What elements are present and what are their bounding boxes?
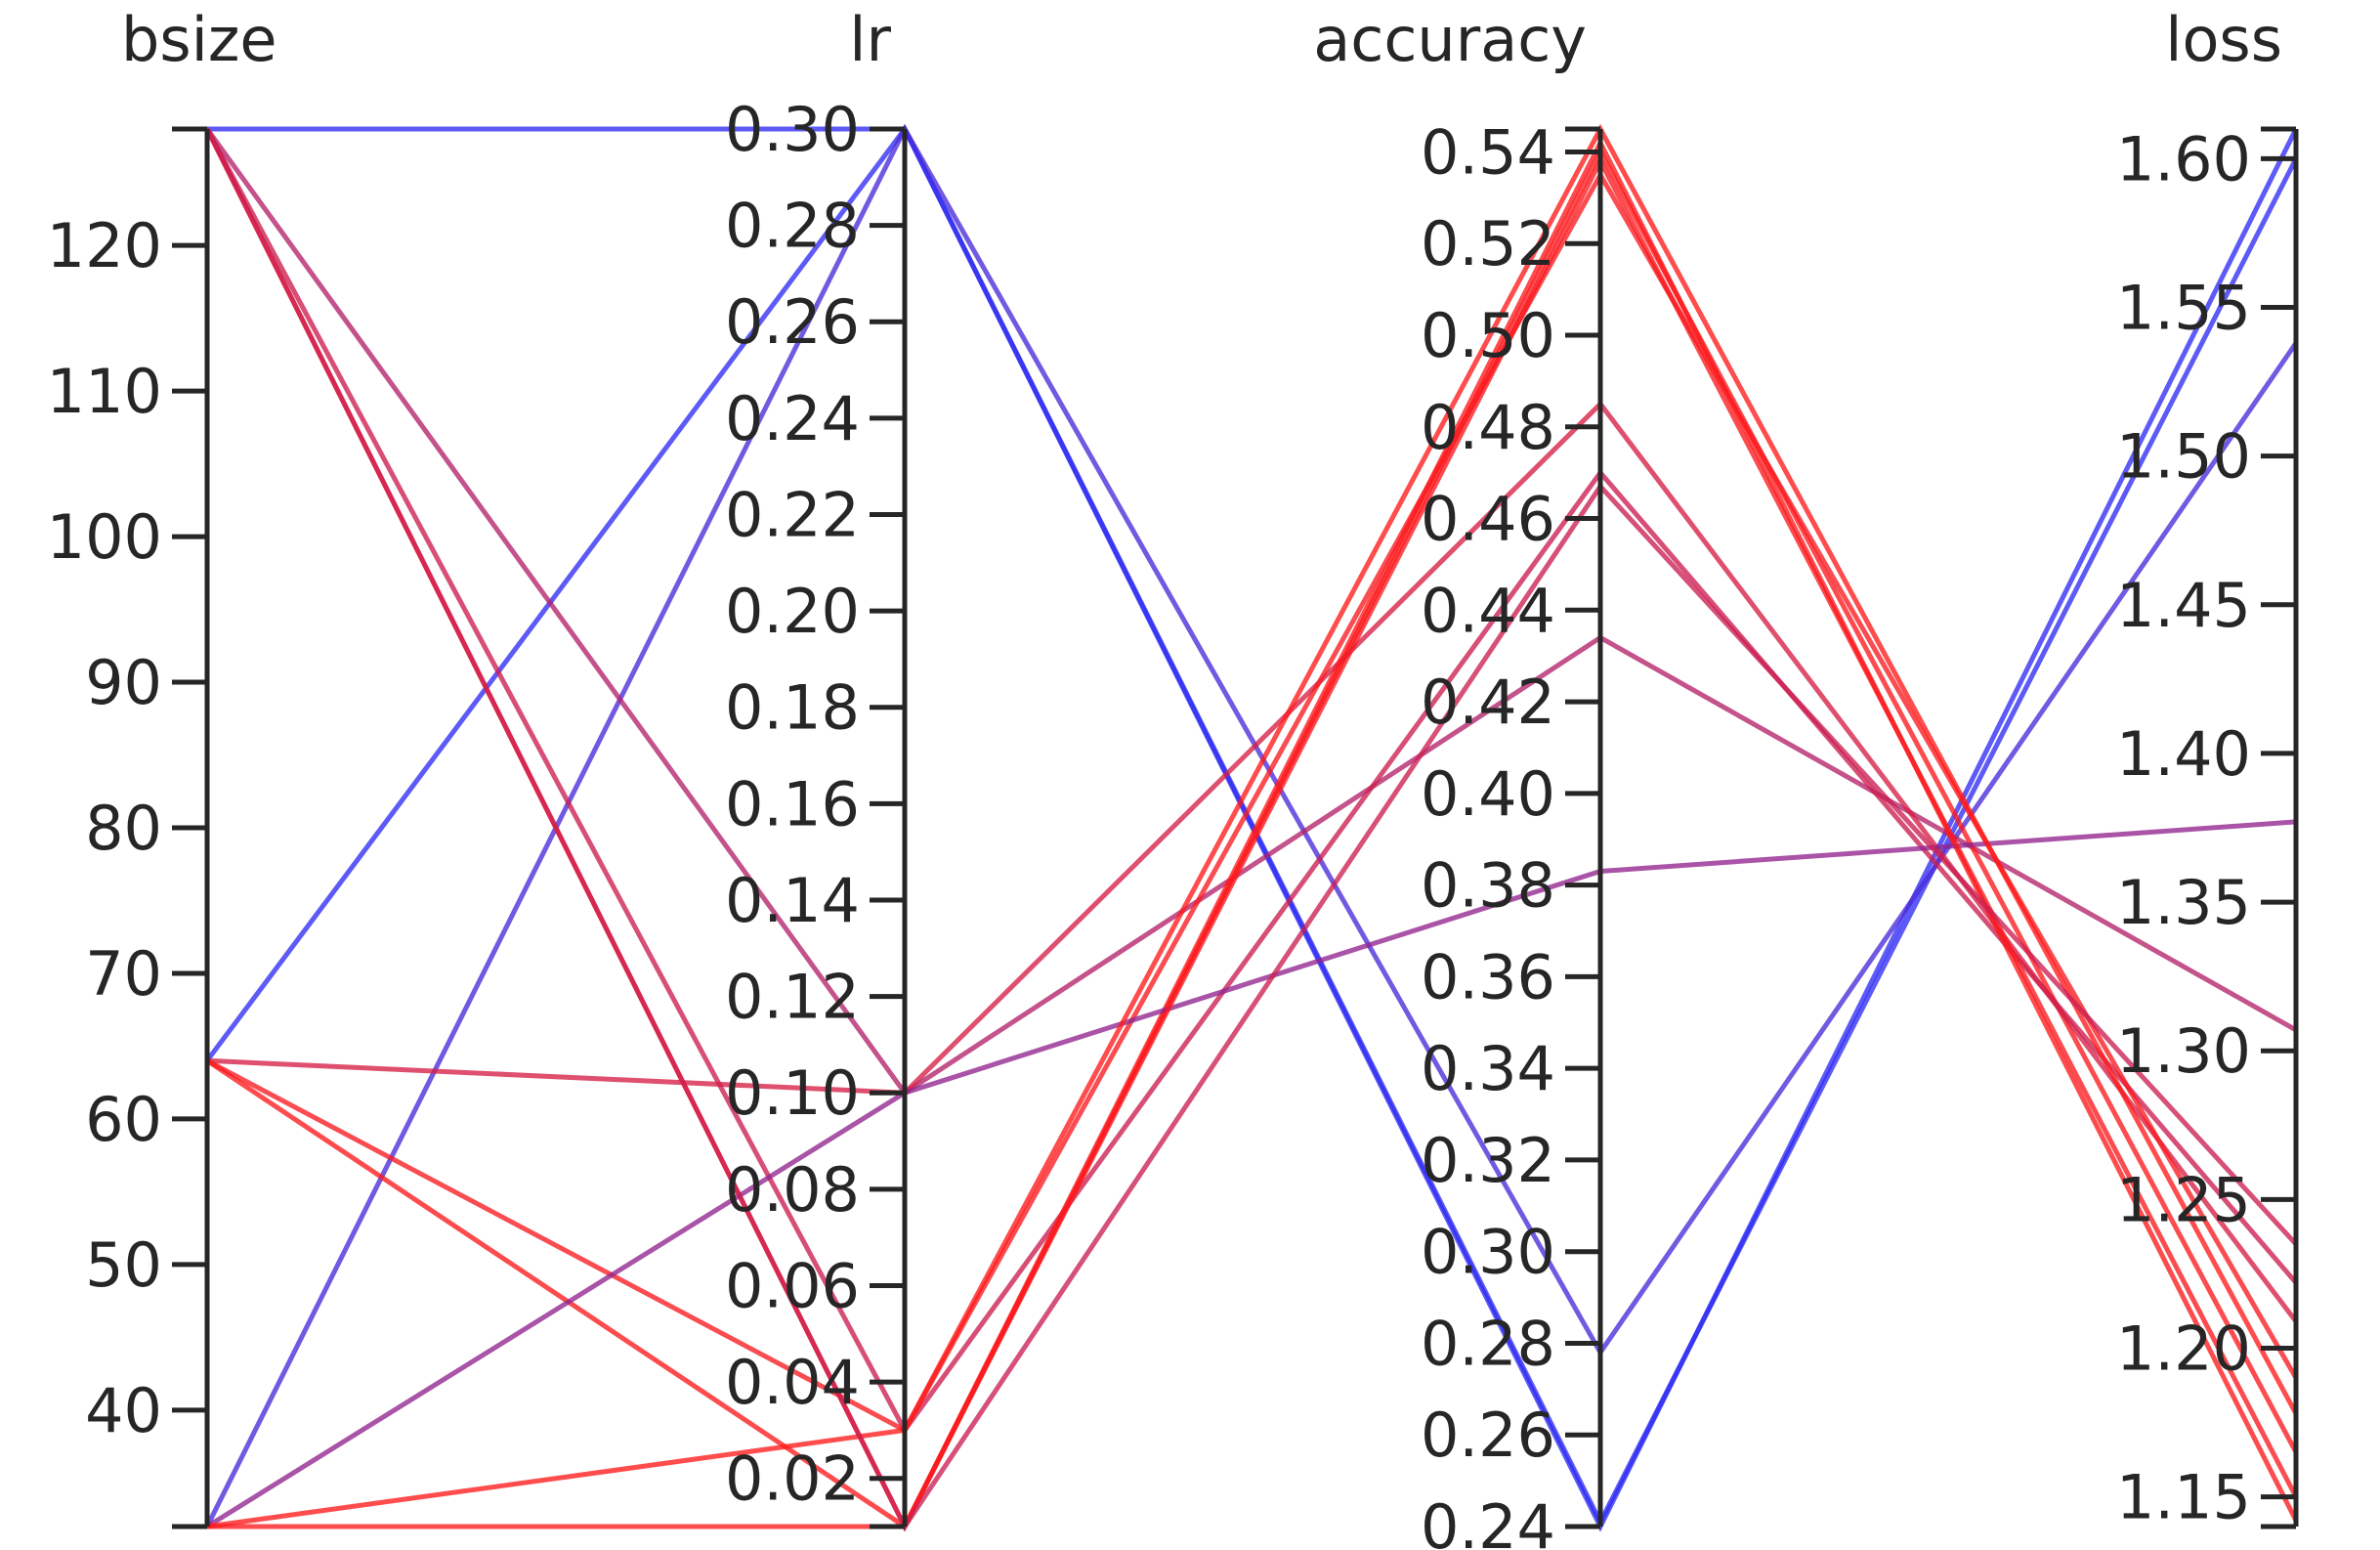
axis-loss: 1.15 1.20 1.25 1.30 1.35 1.40 1.45 1.50 1.55 1.60… [2116, 4, 2299, 1533]
tick-label-loss: 1.40 [2116, 718, 2251, 790]
tick-label-loss: 1.55 [2116, 273, 2251, 344]
series-line-8 [205, 169, 2299, 1434]
axis-bsize: 40 50 60 70 80 90 100 110 120 bsize [47, 4, 277, 1529]
axis-title-loss: loss [2165, 4, 2282, 75]
tick-label-lr: 0.26 [725, 286, 860, 358]
tick-label-bsize: 80 [85, 793, 162, 864]
tick-label-bsize: 120 [47, 210, 162, 281]
series-line-2 [204, 124, 2299, 1528]
tick-label-bsize: 60 [85, 1084, 162, 1155]
tick-label-lr: 0.24 [725, 383, 860, 454]
axis-title-bsize: bsize [121, 4, 277, 75]
tick-label-accuracy: 0.40 [1421, 758, 1555, 830]
series-line-6 [204, 127, 2298, 1436]
tick-label-loss: 1.25 [2116, 1164, 2251, 1235]
series-line-4 [204, 127, 2298, 1097]
tick-label-bsize: 90 [85, 647, 162, 718]
tick-label-lr: 0.20 [725, 576, 860, 647]
tick-label-accuracy: 0.26 [1421, 1399, 1555, 1471]
axes: 405060708090100110120bsize0.020.040.060.… [47, 4, 2299, 1550]
tick-label-loss: 1.15 [2116, 1462, 2251, 1533]
tick-label-accuracy: 0.42 [1421, 667, 1555, 738]
tick-label-lr: 0.16 [725, 768, 860, 840]
axis-lr: 0.02 0.04 0.06 0.08 0.10 0.12 0.14 0.16 0.18 0.20… [725, 4, 908, 1529]
tick-label-bsize: 110 [47, 356, 162, 427]
tick-label-accuracy: 0.34 [1421, 1033, 1555, 1104]
tick-label-loss: 1.50 [2116, 421, 2251, 493]
tick-label-accuracy: 0.44 [1421, 575, 1555, 646]
tick-label-lr: 0.28 [725, 191, 860, 262]
tick-label-loss: 1.20 [2116, 1313, 2251, 1384]
tick-label-accuracy: 0.28 [1421, 1308, 1555, 1379]
tick-label-accuracy: 0.36 [1421, 941, 1555, 1012]
tick-label-lr: 0.10 [725, 1057, 860, 1129]
tick-label-bsize: 70 [85, 938, 162, 1010]
tick-label-accuracy: 0.48 [1421, 392, 1555, 463]
tick-label-lr: 0.06 [725, 1250, 860, 1321]
tick-label-lr: 0.04 [725, 1347, 860, 1418]
tick-label-lr: 0.14 [725, 865, 860, 936]
tick-label-bsize: 100 [47, 501, 162, 573]
series-line-13 [204, 127, 2298, 1531]
series-line-12 [207, 155, 2299, 1529]
tick-label-accuracy: 0.50 [1421, 300, 1555, 371]
series-line-10 [205, 819, 2297, 1529]
tick-label-lr: 0.12 [725, 962, 860, 1033]
tick-label-accuracy: 0.30 [1421, 1217, 1555, 1288]
tick-label-accuracy: 0.24 [1421, 1491, 1555, 1550]
tick-label-accuracy: 0.52 [1421, 208, 1555, 280]
tick-label-loss: 1.45 [2116, 570, 2251, 641]
tick-label-accuracy: 0.38 [1421, 850, 1555, 922]
tick-label-lr: 0.02 [725, 1443, 860, 1515]
series-lines [204, 123, 2299, 1532]
tick-label-loss: 1.35 [2116, 867, 2251, 938]
tick-label-accuracy: 0.54 [1421, 116, 1555, 188]
series-line-11 [206, 123, 2299, 1529]
axis-title-accuracy: accuracy [1313, 4, 1587, 75]
tick-label-bsize: 40 [85, 1375, 162, 1446]
axis-title-lr: lr [849, 4, 891, 75]
tick-label-lr: 0.08 [725, 1154, 860, 1226]
tick-label-loss: 1.30 [2116, 1015, 2251, 1087]
tick-label-accuracy: 0.32 [1421, 1125, 1555, 1196]
tick-label-lr: 0.18 [725, 672, 860, 744]
tick-label-lr: 0.30 [725, 94, 860, 165]
tick-label-lr: 0.22 [725, 479, 860, 550]
axis-accuracy: 0.24 0.26 0.28 0.30 0.32 0.34 0.36 0.38 0.40 0.42… [1313, 4, 1603, 1550]
tick-label-accuracy: 0.46 [1421, 484, 1555, 555]
tick-label-loss: 1.60 [2116, 123, 2251, 194]
tick-label-bsize: 50 [85, 1229, 162, 1301]
